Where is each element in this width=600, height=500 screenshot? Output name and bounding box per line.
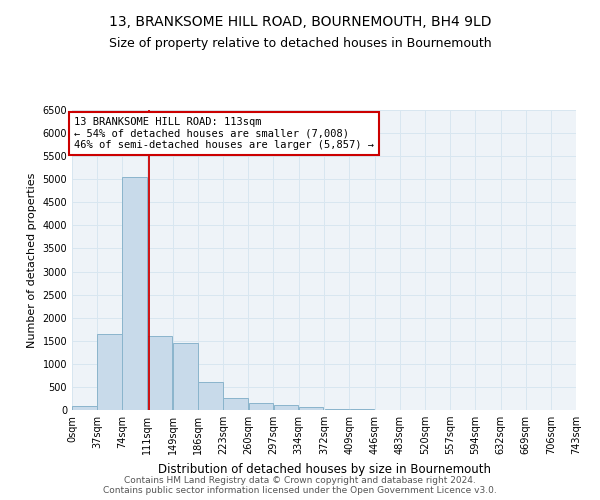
Bar	[325, 408, 349, 410]
Bar	[148, 336, 172, 410]
Text: 13 BRANKSOME HILL ROAD: 113sqm
← 54% of detached houses are smaller (7,008)
46% : 13 BRANKSOME HILL ROAD: 113sqm ← 54% of …	[74, 117, 374, 150]
X-axis label: Distribution of detached houses by size in Bournemouth: Distribution of detached houses by size …	[157, 462, 491, 475]
Text: Contains public sector information licensed under the Open Government Licence v3: Contains public sector information licen…	[103, 486, 497, 495]
Text: Size of property relative to detached houses in Bournemouth: Size of property relative to detached ho…	[109, 38, 491, 51]
Y-axis label: Number of detached properties: Number of detached properties	[27, 172, 37, 348]
Text: Contains HM Land Registry data © Crown copyright and database right 2024.: Contains HM Land Registry data © Crown c…	[124, 476, 476, 485]
Text: 13, BRANKSOME HILL ROAD, BOURNEMOUTH, BH4 9LD: 13, BRANKSOME HILL ROAD, BOURNEMOUTH, BH…	[109, 15, 491, 29]
Bar	[97, 334, 122, 410]
Bar	[223, 398, 248, 410]
Bar	[173, 343, 198, 410]
Bar	[299, 407, 323, 410]
Bar	[122, 177, 147, 410]
Bar	[248, 403, 273, 410]
Bar	[72, 406, 97, 410]
Bar	[274, 406, 298, 410]
Bar	[199, 382, 223, 410]
